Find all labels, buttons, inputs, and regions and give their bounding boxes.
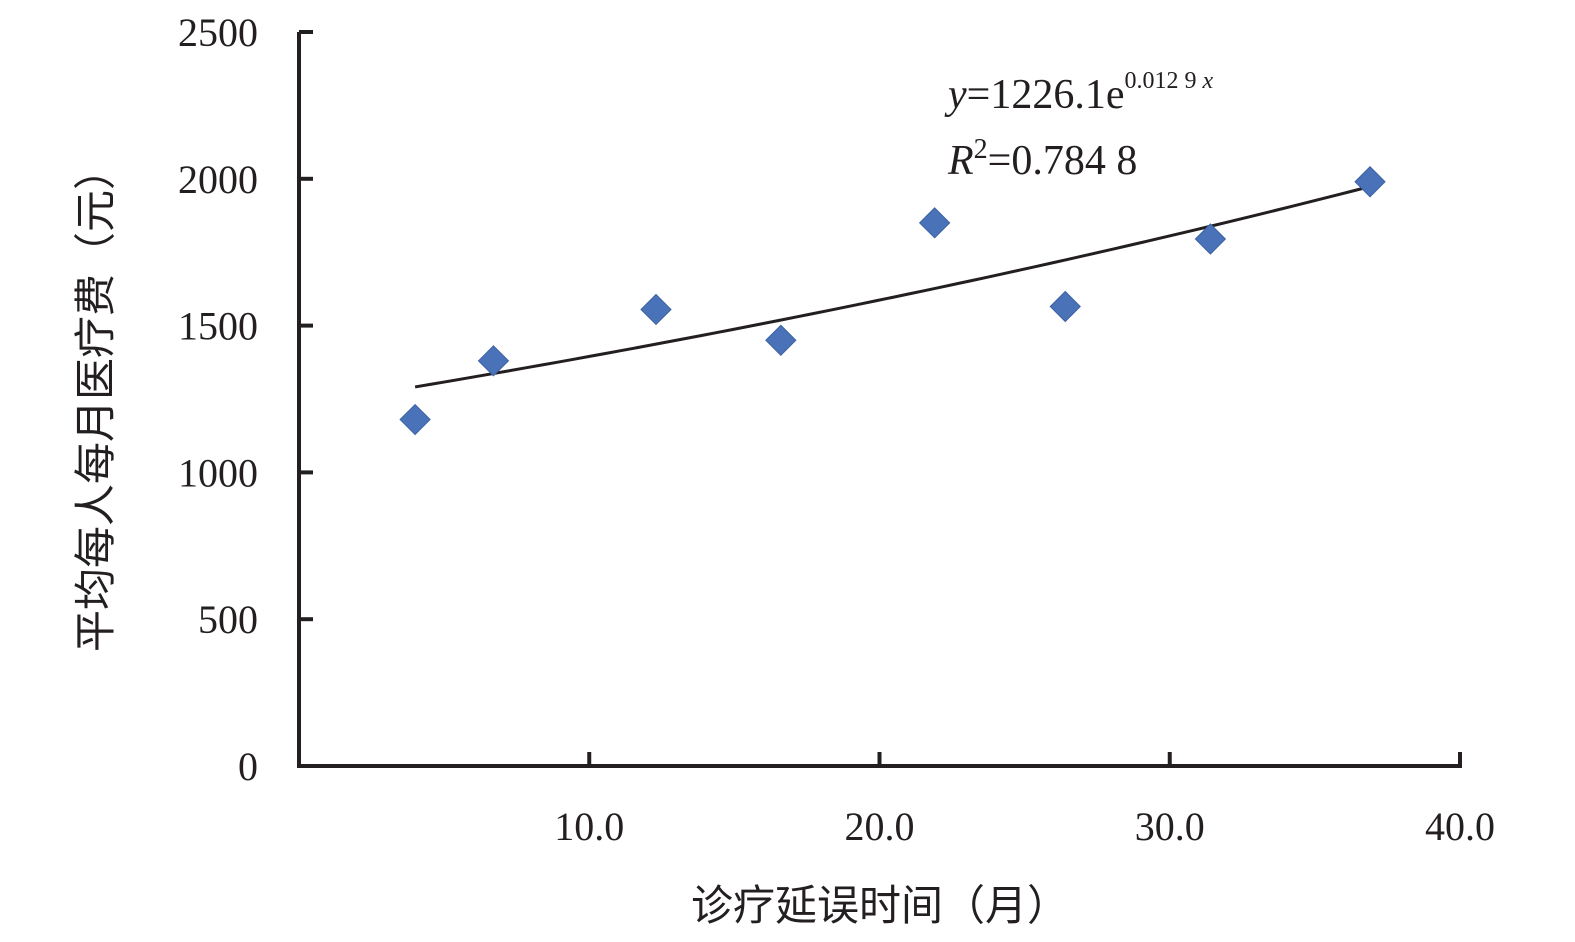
- x-tick-label: 10.0: [554, 804, 624, 849]
- data-point-marker: [640, 293, 672, 326]
- data-point-marker: [399, 403, 431, 436]
- y-tick-label: 1500: [178, 304, 258, 349]
- y-tick-label: 1000: [178, 450, 258, 495]
- svg-text:y=1226.1e0.012 9x: y=1226.1e0.012 9x: [944, 68, 1213, 118]
- axes: [297, 32, 1462, 768]
- y-axis-title: 平均每人每月医疗费（元）: [71, 148, 120, 652]
- r2-value: =0.784 8: [988, 138, 1138, 184]
- trendline: [414, 185, 1371, 389]
- y-tick-label: 2500: [178, 10, 258, 55]
- x-tick-label: 40.0: [1425, 804, 1495, 849]
- y-tick-label: 2000: [178, 157, 258, 202]
- data-point-marker: [765, 324, 797, 356]
- x-tick-label: 20.0: [845, 804, 915, 849]
- data-point-marker: [1354, 166, 1386, 198]
- data-point-marker: [477, 345, 510, 377]
- equation-main: =1226.1e: [967, 72, 1125, 118]
- x-axis-title: 诊疗延误时间（月）: [691, 881, 1069, 930]
- y-tick-label: 500: [198, 597, 258, 642]
- equation-exponent: 0.012 9: [1124, 68, 1196, 94]
- plot-layer: [399, 166, 1386, 436]
- equation-var: y: [944, 72, 967, 118]
- y-tick-label: 0: [238, 744, 258, 789]
- data-point-marker: [1194, 223, 1227, 255]
- r2-var: R: [947, 138, 974, 184]
- svg-text:R2=0.784 8: R2=0.784 8: [947, 134, 1137, 184]
- ticks: 0 500 1000 1500 2000 2500 10.0 20.0 30.0 40.0: [178, 10, 1495, 849]
- data-point-marker: [918, 207, 951, 239]
- data-point-marker: [1049, 290, 1081, 323]
- equation-exponent-var: x: [1201, 68, 1213, 94]
- x-tick-label: 30.0: [1135, 804, 1205, 849]
- r2-superscript: 2: [974, 134, 988, 165]
